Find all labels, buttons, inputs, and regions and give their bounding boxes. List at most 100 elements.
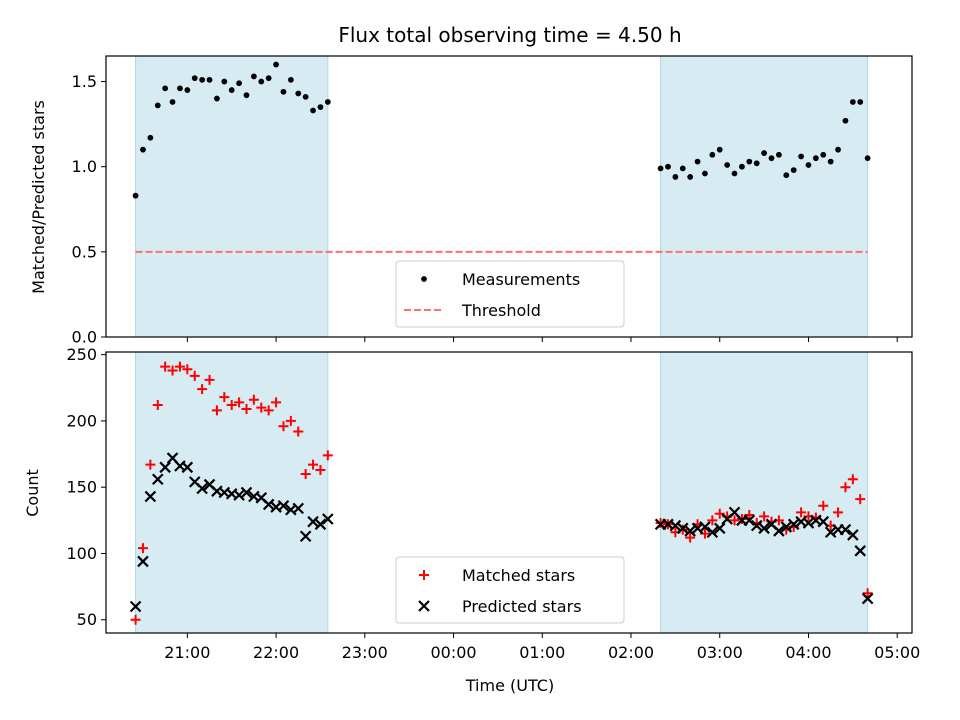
matched-star-point	[840, 482, 851, 493]
measurement-point	[132, 192, 139, 199]
matched-star-point	[833, 507, 844, 518]
count-legend: Matched stars Predicted stars	[395, 556, 625, 624]
matched-star-point	[234, 397, 245, 408]
measurement-point	[775, 151, 782, 158]
measurement-point	[857, 99, 864, 105]
x-tick-label: 00:00	[430, 643, 476, 662]
measurement-point	[768, 155, 775, 162]
y-tick-label: 0.0	[72, 328, 97, 347]
matched-star-point	[248, 394, 259, 405]
measurement-point	[317, 104, 324, 110]
predicted-star-point	[780, 521, 793, 533]
y-tick-label: 50	[77, 610, 97, 629]
measurement-point	[310, 107, 316, 114]
predicted-star-point	[787, 518, 800, 531]
matched-star-point	[182, 364, 193, 375]
x-tick-label: 02:00	[608, 643, 654, 662]
measurement-point	[694, 158, 701, 165]
measurement-point	[805, 162, 812, 168]
matched-star-point	[796, 507, 807, 518]
measurement-point	[273, 61, 279, 68]
measurement-point	[812, 155, 819, 162]
matched-star-point	[152, 400, 163, 411]
predicted-star-point	[839, 523, 852, 536]
ratio-legend: Measurements Threshold	[395, 260, 625, 328]
matched-star-point	[685, 532, 696, 543]
predicted-star-point	[277, 499, 290, 512]
measurement-point	[709, 151, 716, 158]
matched-star-point	[241, 403, 252, 414]
matched-star-point	[707, 515, 718, 526]
y-tick-label: 150	[66, 478, 97, 497]
matched-star-point	[174, 361, 185, 372]
count-axes: 50 100 150 200 250 21:00 22:00 23:00 00:00 01:00 0…	[66, 345, 920, 662]
observing-window-shade	[135, 55, 329, 338]
matched-star-point	[197, 384, 208, 395]
y-tick-label: 200	[66, 411, 97, 430]
predicted-star-point	[802, 517, 815, 529]
predicted-star-point	[773, 525, 785, 537]
matched-star-point	[226, 400, 237, 411]
predicted-star-point	[676, 522, 689, 535]
measurement-point	[206, 76, 213, 83]
predicted-star-point	[861, 592, 874, 605]
y-tick-label: 1.5	[72, 72, 97, 91]
measurement-point	[864, 155, 871, 162]
measurement-point	[214, 95, 220, 102]
measurement-point	[228, 87, 235, 93]
measurement-point	[679, 165, 686, 172]
matched-star-point	[419, 570, 429, 580]
legend-label: Matched stars	[462, 566, 575, 585]
measurement-point	[731, 170, 738, 177]
ratio-panel: 0.0 0.5 1.0 1.5 Matched/Predicted stars Mea…	[29, 55, 913, 347]
measurement-point	[421, 276, 427, 282]
shaded-intervals	[135, 55, 869, 338]
measurement-point	[761, 150, 768, 156]
predicted-star-point	[196, 482, 208, 495]
y-tick-label: 250	[66, 345, 97, 364]
matched-star-point	[847, 474, 858, 485]
measurement-point	[783, 172, 790, 179]
measurement-point	[147, 134, 154, 141]
predicted-star-point	[824, 526, 837, 539]
predicted-star-point	[144, 490, 157, 503]
predicted-star-point	[684, 525, 696, 537]
x-tick-label: 05:00	[874, 643, 920, 662]
matched-star-point	[759, 511, 770, 522]
measurement-point	[842, 117, 849, 124]
ratio-y-axis-label: Matched/Predicted stars	[29, 100, 48, 294]
count-panel: 50 100 150 200 250 21:00 22:00 23:00 00:00 01:00 0…	[23, 345, 920, 662]
predicted-star-point	[817, 515, 830, 528]
predicted-star-point	[699, 521, 711, 533]
measurement-point	[790, 167, 797, 174]
predicted-star-point	[706, 526, 719, 539]
x-tick-label: 04:00	[785, 643, 831, 662]
matched-star-point	[263, 405, 274, 416]
matched-star-point	[211, 405, 222, 416]
matched-star-point	[308, 459, 319, 470]
predicted-star-point	[299, 530, 312, 543]
predicted-star-point	[129, 600, 142, 613]
predicted-star-point	[758, 522, 770, 535]
x-tick-label: 21:00	[164, 643, 210, 662]
measurement-point	[280, 88, 287, 95]
measurement-point	[798, 153, 804, 160]
predicted-star-point	[240, 486, 253, 499]
matched-star-point	[862, 588, 873, 599]
measurement-point	[258, 78, 265, 85]
observing-window-shade	[660, 55, 869, 338]
matched-star-point	[137, 543, 148, 554]
matched-star-point	[189, 370, 200, 381]
predicted-star-point	[713, 522, 726, 535]
measurement-point	[753, 160, 760, 167]
x-tick-label: 03:00	[697, 643, 743, 662]
x-tick-label: 01:00	[519, 643, 565, 662]
measurement-point	[154, 102, 161, 109]
predicted-star-point	[854, 545, 867, 557]
plot-frame	[105, 351, 913, 634]
matched-star-point	[160, 361, 171, 372]
legend-label: Threshold	[461, 301, 541, 320]
y-tick-label: 0.5	[72, 242, 97, 261]
matched-star-point	[285, 415, 296, 426]
predicted-star-point	[322, 513, 334, 525]
